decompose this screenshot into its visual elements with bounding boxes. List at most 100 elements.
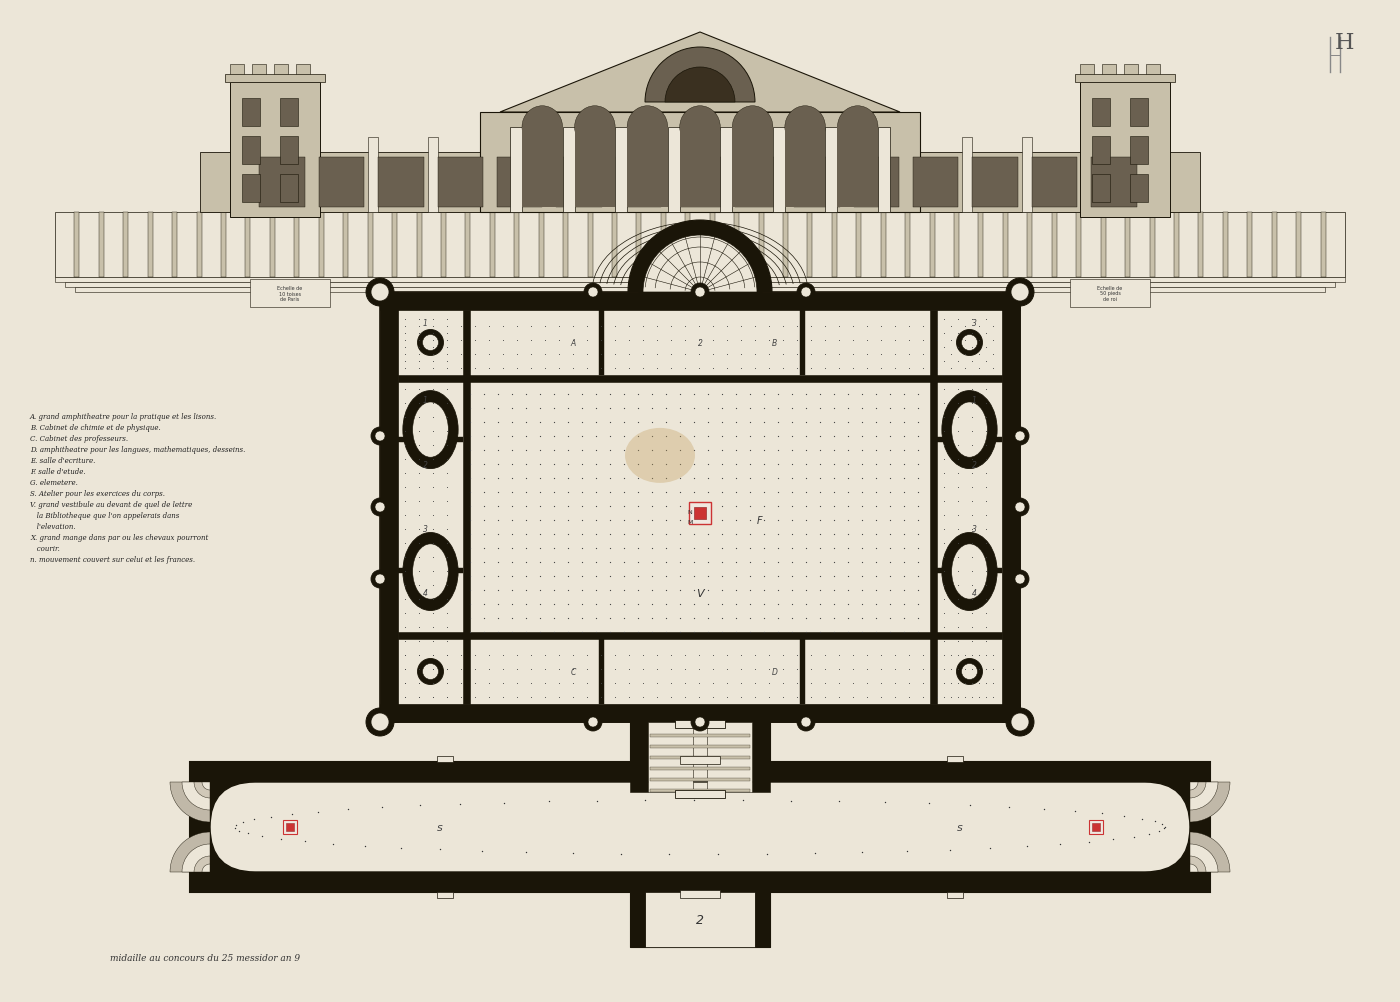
Bar xyxy=(1247,212,1252,278)
Bar xyxy=(510,128,522,212)
Bar xyxy=(783,212,788,278)
Bar xyxy=(280,174,298,202)
Ellipse shape xyxy=(413,403,448,458)
Ellipse shape xyxy=(952,403,987,458)
Bar xyxy=(650,779,750,782)
Bar xyxy=(1070,280,1149,308)
Ellipse shape xyxy=(624,429,694,483)
Ellipse shape xyxy=(574,106,615,149)
Bar xyxy=(930,212,935,278)
Polygon shape xyxy=(500,33,900,113)
Text: X. grand mange dans par ou les chevaux pourront: X. grand mange dans par ou les chevaux p… xyxy=(29,533,209,541)
Bar xyxy=(280,99,298,127)
Circle shape xyxy=(962,335,977,351)
Wedge shape xyxy=(195,856,210,872)
Bar xyxy=(398,438,463,443)
Bar xyxy=(630,722,770,793)
Text: la Bibliotheque que l'on appelerais dans: la Bibliotheque que l'on appelerais dans xyxy=(29,511,179,519)
Circle shape xyxy=(692,284,708,302)
Bar xyxy=(680,890,720,898)
Bar xyxy=(680,128,720,207)
Bar xyxy=(645,892,755,947)
Bar xyxy=(392,212,398,278)
Bar xyxy=(378,158,424,207)
Bar xyxy=(225,75,325,83)
Ellipse shape xyxy=(732,106,773,149)
Bar xyxy=(979,212,983,278)
Bar xyxy=(799,639,805,704)
Bar xyxy=(1092,137,1110,165)
Text: D. amphitheatre pour les langues, mathematiques, desseins.: D. amphitheatre pour les langues, mathem… xyxy=(29,446,245,454)
Circle shape xyxy=(962,664,977,679)
Bar xyxy=(881,212,886,278)
Circle shape xyxy=(1011,284,1029,302)
Bar xyxy=(637,212,641,278)
Bar xyxy=(230,65,244,75)
Bar xyxy=(1130,174,1148,202)
Text: 2: 2 xyxy=(696,913,704,926)
Bar xyxy=(650,734,750,737)
Circle shape xyxy=(588,717,598,727)
Bar xyxy=(606,138,616,212)
Text: 2: 2 xyxy=(423,460,428,469)
Bar xyxy=(319,158,364,207)
Bar xyxy=(615,128,627,212)
Text: 1: 1 xyxy=(423,396,428,405)
Bar xyxy=(1075,75,1175,83)
Bar xyxy=(759,212,763,278)
Bar xyxy=(574,128,615,207)
Bar xyxy=(379,704,1021,722)
Bar xyxy=(1081,138,1091,212)
Bar xyxy=(599,639,603,704)
Text: s: s xyxy=(958,823,963,833)
Bar xyxy=(1002,212,1008,278)
Bar xyxy=(295,65,309,75)
Text: 3: 3 xyxy=(972,319,977,328)
Circle shape xyxy=(584,713,602,731)
Circle shape xyxy=(797,284,815,302)
Bar xyxy=(1022,138,1032,212)
Bar xyxy=(725,138,735,212)
Bar xyxy=(1296,212,1301,278)
Bar xyxy=(463,311,470,704)
Circle shape xyxy=(1007,279,1035,307)
Text: 3: 3 xyxy=(972,524,977,533)
Circle shape xyxy=(801,717,811,727)
Bar xyxy=(230,83,321,217)
Bar xyxy=(427,138,438,212)
Bar xyxy=(734,212,739,278)
Wedge shape xyxy=(1190,856,1205,872)
Bar xyxy=(343,212,349,278)
Bar xyxy=(962,138,973,212)
Bar xyxy=(946,892,963,898)
Bar xyxy=(689,503,711,525)
Bar xyxy=(487,138,497,212)
Bar xyxy=(1079,65,1093,75)
Bar xyxy=(74,212,80,278)
Bar xyxy=(437,757,454,763)
Bar xyxy=(1091,158,1137,207)
Bar xyxy=(630,892,770,947)
Text: C. Cabinet des professeurs.: C. Cabinet des professeurs. xyxy=(29,435,129,443)
Bar xyxy=(1147,65,1161,75)
Text: s: s xyxy=(437,823,442,833)
Bar xyxy=(1100,212,1106,278)
Bar xyxy=(735,158,780,207)
Bar xyxy=(172,212,178,278)
Circle shape xyxy=(801,288,811,298)
Bar xyxy=(245,212,251,278)
Bar xyxy=(1271,212,1277,278)
Wedge shape xyxy=(645,48,755,103)
Bar xyxy=(878,128,890,212)
Wedge shape xyxy=(1190,783,1198,791)
Bar xyxy=(953,212,959,278)
Ellipse shape xyxy=(522,106,563,149)
Bar xyxy=(1092,824,1100,832)
Bar xyxy=(242,174,260,202)
Wedge shape xyxy=(169,833,210,872)
Bar xyxy=(675,720,725,728)
Wedge shape xyxy=(202,864,210,872)
Circle shape xyxy=(375,432,385,442)
Bar xyxy=(539,212,543,278)
Bar xyxy=(398,632,1002,639)
